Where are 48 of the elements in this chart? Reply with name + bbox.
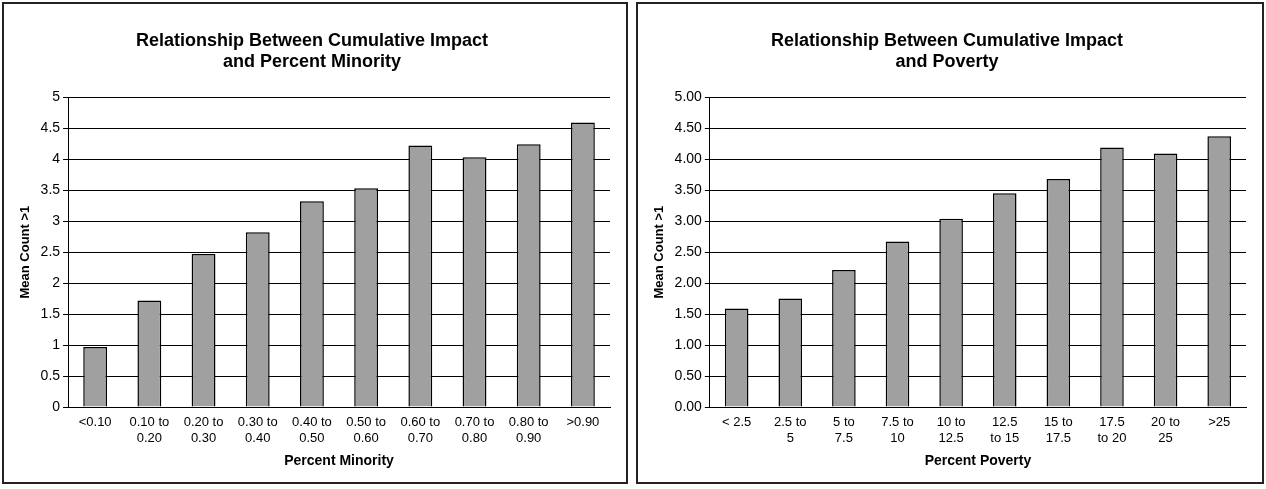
x-tick-label: 12.5 to 15 [990,414,1020,445]
y-tick-label: 4.50 [674,119,703,136]
y-tick-label: 1 [52,335,61,352]
x-tick-label: 5 to 7.5 [833,414,855,445]
chart-title: Relationship Between Cumulative Impact and Percent Minority [135,29,489,72]
x-tick-label: 0.70 to 0.80 [454,414,495,445]
x-axis-title: Percent Poverty [924,452,1032,469]
x-tick-label: 0.40 to 0.50 [292,414,332,445]
y-tick-label: 2 [52,273,61,290]
x-tick-label: 15 to 17.5 [1043,414,1073,445]
y-axis-title: Mean Count >1 [651,205,667,299]
y-tick-label: 3.00 [674,211,703,228]
y-tick-label: 3.5 [40,181,61,197]
x-tick-label: 10 to 12.5 [936,414,966,445]
y-tick-label: 0.50 [674,366,703,383]
y-tick-label: 1.50 [674,304,703,321]
x-tick-label: 0.20 to 0.30 [183,414,224,445]
chart-title: Relationship Between Cumulative Impact and Poverty [770,29,1124,72]
x-tick-label: 0.50 to 0.60 [346,414,387,445]
x-axis-title: Percent Minority [284,452,395,469]
y-tick-label: 5.00 [674,88,703,105]
y-tick-label: 0.00 [674,397,703,414]
y-tick-label: 4.5 [40,119,61,136]
x-tick-label: < 2.5 [722,414,752,430]
x-tick-label: 7.5 to 10 [881,414,914,445]
y-tick-label: 1.5 [40,304,61,321]
y-tick-label: 3.50 [674,181,703,197]
y-tick-label: 0 [52,397,61,414]
y-tick-label: 5 [52,88,61,105]
x-tick-label: 2.5 to 5 [774,414,807,445]
y-tick-label: 2.50 [674,242,703,259]
x-tick-label: 0.10 to 0.20 [129,414,170,445]
x-tick-label: 20 to 25 [1151,414,1181,445]
x-tick-label: >25 [1208,414,1231,430]
y-tick-label: 2.5 [40,242,61,259]
x-tick-label: 0.80 to 0.90 [508,414,549,445]
x-tick-label: <0.10 [78,414,112,430]
y-tick-label: 4 [52,150,61,167]
x-tick-label: 0.60 to 0.70 [400,414,441,445]
x-tick-label: 17.5 to 20 [1097,414,1127,445]
x-tick-label: 0.30 to 0.40 [237,414,278,445]
y-tick-label: 4.00 [674,150,703,167]
y-tick-label: 0.5 [40,366,61,383]
y-tick-label: 3 [52,211,61,228]
y-axis-title: Mean Count >1 [17,205,33,299]
y-tick-label: 1.00 [674,335,703,352]
x-tick-label: >0.90 [566,414,600,430]
y-tick-label: 2.00 [674,273,703,290]
